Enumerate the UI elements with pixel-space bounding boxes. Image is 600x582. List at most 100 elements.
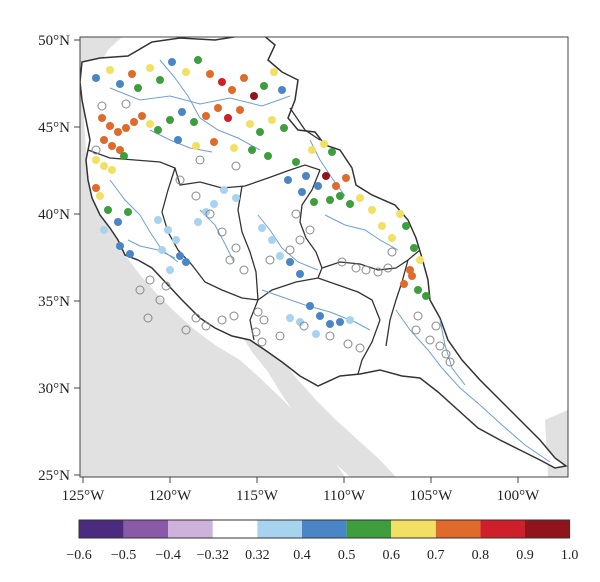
station-marker: [422, 292, 430, 300]
station-marker: [388, 234, 396, 242]
station-marker: [230, 144, 238, 152]
station-marker: [268, 236, 276, 244]
cb-label-7: 0.6: [382, 548, 400, 563]
lon-label-120w: 120°W: [149, 488, 192, 504]
station-marker: [104, 206, 112, 214]
station-markers: [91, 56, 455, 367]
station-marker: [218, 78, 226, 86]
station-marker: [314, 182, 322, 190]
station-marker: [280, 124, 288, 132]
cb-label-0: −0.6: [66, 548, 91, 563]
station-marker: [158, 246, 166, 254]
cb-label-3: −0.32: [197, 548, 229, 563]
station-marker: [114, 128, 122, 136]
station-marker: [134, 84, 142, 92]
station-marker: [202, 112, 210, 120]
station-marker-insignificant: [175, 175, 185, 185]
station-marker: [332, 182, 340, 190]
station-marker-insignificant: [299, 321, 309, 331]
station-marker: [320, 140, 328, 148]
station-marker-insignificant: [191, 313, 201, 323]
station-marker: [154, 216, 162, 224]
station-marker-insignificant: [435, 341, 445, 351]
color-bar: [78, 519, 571, 539]
station-marker-insignificant: [305, 225, 315, 235]
station-marker-insignificant: [195, 155, 205, 165]
subbasin-boundaries: [87, 107, 421, 375]
station-marker: [176, 252, 184, 260]
station-marker: [174, 136, 182, 144]
cb-label-11: 1.0: [561, 548, 579, 563]
station-marker-insignificant: [191, 191, 201, 201]
color-bar-bin-5: [302, 520, 347, 538]
station-marker: [108, 142, 116, 150]
station-marker-insignificant: [383, 263, 393, 273]
lon-label-125w: 125°W: [62, 488, 105, 504]
color-bar-bin-8: [435, 520, 481, 538]
station-marker: [416, 256, 424, 264]
baja-peninsula-shading: [238, 328, 396, 477]
station-marker: [100, 136, 108, 144]
station-marker: [410, 244, 418, 252]
station-marker-insignificant: [181, 325, 191, 335]
station-marker: [278, 86, 286, 94]
station-marker-insignificant: [97, 101, 107, 111]
plot-border: [79, 36, 569, 478]
station-marker: [92, 74, 100, 82]
cb-label-8: 0.7: [427, 548, 445, 563]
station-marker-insignificant: [431, 321, 441, 331]
station-marker: [306, 302, 314, 310]
station-marker-insignificant: [231, 243, 241, 253]
station-marker: [286, 314, 294, 322]
station-marker: [240, 74, 248, 82]
station-marker: [258, 224, 266, 232]
lat-label-45: 45°N: [38, 120, 70, 136]
station-marker: [236, 106, 244, 114]
station-marker: [310, 198, 318, 206]
coastal-shading: [80, 37, 345, 477]
axis-ticks: [74, 39, 519, 483]
station-marker: [260, 82, 268, 90]
station-marker: [232, 194, 240, 202]
station-marker: [166, 116, 174, 124]
station-marker-insignificant: [231, 161, 241, 171]
station-marker: [138, 112, 146, 120]
station-marker-insignificant: [259, 315, 269, 325]
station-marker-insignificant: [135, 285, 145, 295]
station-marker: [246, 120, 254, 128]
station-marker-insignificant: [285, 245, 295, 255]
station-marker: [346, 200, 354, 208]
station-marker: [98, 114, 106, 122]
cb-label-6: 0.5: [338, 548, 356, 563]
station-marker-insignificant: [251, 327, 261, 337]
station-marker: [168, 58, 176, 66]
cb-label-9: 0.8: [472, 548, 490, 563]
station-marker-insignificant: [361, 265, 371, 275]
station-marker: [296, 270, 304, 278]
station-marker: [378, 222, 386, 230]
station-marker: [312, 330, 320, 338]
station-marker: [228, 86, 236, 94]
station-marker: [286, 258, 294, 266]
station-marker-insignificant: [257, 337, 267, 347]
station-marker: [100, 162, 108, 170]
station-marker: [316, 312, 324, 320]
station-marker: [164, 226, 172, 234]
station-marker: [308, 146, 316, 154]
station-marker: [270, 68, 278, 76]
station-marker: [190, 118, 198, 126]
station-marker: [126, 250, 134, 258]
station-marker: [100, 226, 108, 234]
station-marker: [402, 222, 410, 230]
station-marker-insignificant: [217, 227, 227, 237]
station-marker: [106, 122, 114, 130]
station-marker: [106, 66, 114, 74]
lat-label-50: 50°N: [38, 33, 70, 49]
station-marker-insignificant: [91, 145, 101, 155]
color-bar-bin-6: [346, 520, 392, 538]
station-marker-insignificant: [275, 331, 285, 341]
station-marker: [130, 118, 138, 126]
station-marker: [128, 70, 136, 78]
station-marker: [326, 196, 334, 204]
station-marker: [336, 192, 344, 200]
